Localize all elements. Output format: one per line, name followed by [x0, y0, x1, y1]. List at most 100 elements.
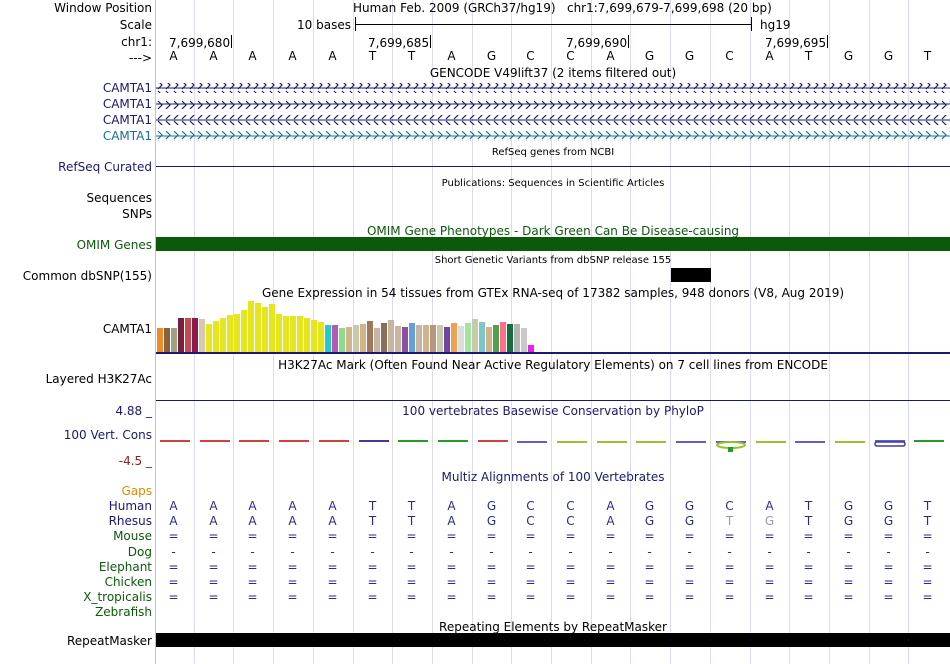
multiz-species-label[interactable]: Mouse — [113, 529, 152, 543]
phylop-score-mark[interactable] — [517, 441, 547, 443]
publications-track-label[interactable]: Sequences — [86, 191, 152, 205]
phylop-score-mark[interactable] — [728, 447, 733, 452]
phylop-score-mark[interactable] — [636, 441, 666, 443]
gtex-tissue-bar[interactable] — [157, 328, 163, 352]
phylop-score-mark[interactable] — [398, 440, 428, 442]
multiz-gaps-label[interactable]: Gaps — [121, 484, 152, 498]
gtex-tissue-bar[interactable] — [255, 303, 261, 352]
gtex-tissue-bar[interactable] — [381, 323, 387, 352]
gtex-tissue-bar[interactable] — [353, 325, 359, 352]
gtex-tissue-bar[interactable] — [199, 319, 205, 352]
gtex-tissue-bar[interactable] — [486, 327, 492, 352]
gtex-tissue-bar[interactable] — [206, 324, 212, 352]
gtex-tissue-bar[interactable] — [332, 325, 338, 352]
gencode-transcript-label-2[interactable]: CAMTA1 — [102, 97, 152, 111]
gtex-tissue-bar[interactable] — [395, 326, 401, 352]
phylop-score-mark[interactable] — [597, 441, 627, 443]
gtex-tissue-bar[interactable] — [528, 345, 534, 352]
phylop-score-mark[interactable] — [835, 441, 865, 443]
gtex-tissue-bar[interactable] — [164, 328, 170, 352]
gtex-tissue-bar[interactable] — [402, 327, 408, 352]
phylop-track-label[interactable]: 100 Vert. Cons — [63, 428, 152, 442]
phylop-score-mark[interactable] — [914, 440, 944, 442]
gencode-transcript-features[interactable] — [156, 80, 950, 144]
gtex-tissue-bar[interactable] — [458, 326, 464, 352]
gtex-tissue-bar[interactable] — [493, 325, 499, 352]
phylop-score-mark[interactable] — [438, 440, 468, 442]
phylop-score-mark[interactable] — [874, 441, 906, 447]
gtex-tissue-bar[interactable] — [360, 324, 366, 352]
dbsnp-variant[interactable] — [671, 268, 711, 282]
dbsnp-track-label[interactable]: Common dbSNP(155) — [22, 269, 152, 283]
gtex-tissue-bar[interactable] — [444, 327, 450, 352]
gtex-tissue-bar[interactable] — [521, 328, 527, 352]
gtex-tissue-bar[interactable] — [262, 307, 268, 352]
gtex-tissue-bar[interactable] — [374, 328, 380, 352]
gtex-tissue-bar[interactable] — [283, 316, 289, 352]
phylop-score-mark[interactable] — [875, 440, 905, 442]
gtex-tissue-bar[interactable] — [234, 314, 240, 352]
gtex-tissue-bar[interactable] — [241, 310, 247, 352]
gtex-tissue-bar[interactable] — [437, 325, 443, 352]
phylop-score-mark[interactable] — [557, 441, 587, 443]
phylop-score-mark[interactable] — [478, 440, 508, 442]
repeatmasker-element[interactable] — [156, 633, 950, 647]
gtex-tissue-bar[interactable] — [423, 325, 429, 352]
gencode-transcript-label-3[interactable]: CAMTA1 — [102, 113, 152, 127]
multiz-species-label[interactable]: Elephant — [98, 560, 152, 574]
gtex-track-label[interactable]: CAMTA1 — [102, 322, 152, 336]
gtex-tissue-bar[interactable] — [290, 316, 296, 352]
snps-track-label[interactable]: SNPs — [122, 207, 152, 221]
gtex-tissue-bar[interactable] — [192, 318, 198, 352]
multiz-species-label[interactable]: X_tropicalis — [83, 590, 152, 604]
omim-track-label[interactable]: OMIM Genes — [76, 238, 152, 252]
phylop-score-mark[interactable] — [239, 440, 269, 442]
gtex-tissue-bar[interactable] — [297, 316, 303, 352]
phylop-score-mark[interactable] — [676, 441, 706, 443]
multiz-species-label[interactable]: Chicken — [104, 575, 152, 589]
gtex-expression-bars[interactable] — [156, 298, 536, 354]
gtex-tissue-bar[interactable] — [416, 325, 422, 352]
multiz-species-label[interactable]: Rhesus — [108, 514, 152, 528]
gencode-transcript-label-4[interactable]: CAMTA1 — [102, 129, 152, 143]
gtex-tissue-bar[interactable] — [220, 318, 226, 352]
gtex-tissue-bar[interactable] — [367, 321, 373, 352]
gtex-tissue-bar[interactable] — [304, 318, 310, 352]
h3k27ac-track-label[interactable]: Layered H3K27Ac — [45, 372, 152, 386]
gtex-tissue-bar[interactable] — [388, 320, 394, 352]
gtex-tissue-bar[interactable] — [465, 323, 471, 352]
refseq-track-label[interactable]: RefSeq Curated — [58, 160, 152, 174]
gtex-tissue-bar[interactable] — [325, 325, 331, 352]
gtex-tissue-bar[interactable] — [269, 304, 275, 352]
gtex-tissue-bar[interactable] — [500, 322, 506, 352]
phylop-score-mark[interactable] — [756, 441, 786, 443]
gtex-tissue-bar[interactable] — [227, 315, 233, 352]
refseq-gene-line[interactable] — [156, 166, 950, 167]
gtex-tissue-bar[interactable] — [346, 327, 352, 352]
gtex-tissue-bar[interactable] — [339, 328, 345, 352]
phylop-score-mark[interactable] — [279, 440, 309, 442]
gtex-tissue-bar[interactable] — [507, 324, 513, 352]
phylop-score-mark[interactable] — [200, 440, 230, 442]
gtex-tissue-bar[interactable] — [479, 322, 485, 352]
gtex-tissue-bar[interactable] — [472, 319, 478, 352]
gtex-tissue-bar[interactable] — [409, 323, 415, 352]
phylop-score-mark[interactable] — [795, 441, 825, 443]
gtex-tissue-bar[interactable] — [318, 322, 324, 352]
repeatmasker-track-label[interactable]: RepeatMasker — [66, 634, 152, 648]
phylop-score-mark[interactable] — [359, 440, 389, 442]
gtex-tissue-bar[interactable] — [514, 324, 520, 352]
gtex-tissue-bar[interactable] — [248, 301, 254, 352]
gtex-tissue-bar[interactable] — [276, 314, 282, 352]
multiz-species-label[interactable]: Dog — [127, 545, 152, 559]
gtex-tissue-bar[interactable] — [430, 325, 436, 352]
gtex-tissue-bar[interactable] — [178, 318, 184, 352]
gtex-tissue-bar[interactable] — [311, 320, 317, 352]
gtex-tissue-bar[interactable] — [185, 318, 191, 352]
phylop-conservation-plot[interactable] — [156, 432, 950, 454]
gtex-tissue-bar[interactable] — [451, 323, 457, 352]
phylop-score-mark[interactable] — [160, 440, 190, 442]
multiz-species-label[interactable]: Human — [108, 499, 152, 513]
phylop-score-mark[interactable] — [319, 440, 349, 442]
